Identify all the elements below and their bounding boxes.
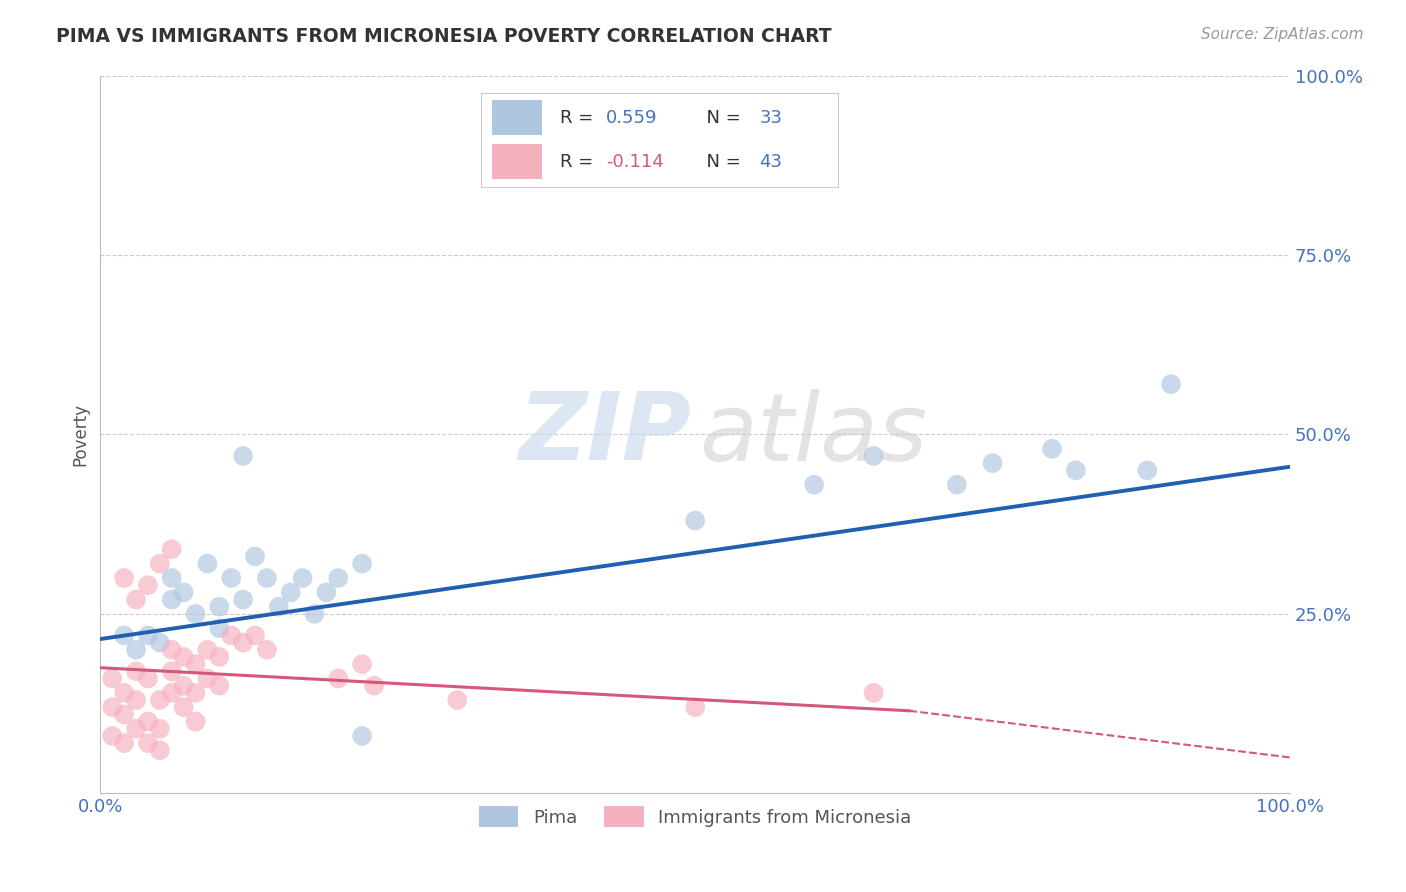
Point xyxy=(160,571,183,585)
Point xyxy=(149,635,172,649)
Point xyxy=(862,686,884,700)
Point xyxy=(946,477,969,491)
Point xyxy=(328,672,350,686)
Point xyxy=(280,585,302,599)
Text: PIMA VS IMMIGRANTS FROM MICRONESIA POVERTY CORRELATION CHART: PIMA VS IMMIGRANTS FROM MICRONESIA POVER… xyxy=(56,27,832,45)
Text: atlas: atlas xyxy=(699,389,927,480)
Point xyxy=(683,700,706,714)
Point xyxy=(125,592,148,607)
Point xyxy=(315,585,337,599)
Point xyxy=(149,557,172,571)
Y-axis label: Poverty: Poverty xyxy=(72,403,89,466)
Point xyxy=(267,599,290,614)
Point xyxy=(328,571,350,585)
Point xyxy=(136,578,159,592)
Point xyxy=(232,592,254,607)
Point xyxy=(136,672,159,686)
Point xyxy=(352,657,374,672)
Point xyxy=(125,642,148,657)
Point xyxy=(219,628,242,642)
Point xyxy=(208,650,231,665)
Point xyxy=(446,693,468,707)
Point xyxy=(363,679,385,693)
Legend: Pima, Immigrants from Micronesia: Pima, Immigrants from Micronesia xyxy=(471,799,920,835)
Point xyxy=(352,557,374,571)
Point xyxy=(803,477,825,491)
Point xyxy=(173,585,195,599)
Point xyxy=(149,693,172,707)
Point xyxy=(208,621,231,635)
Point xyxy=(1064,463,1087,477)
Point xyxy=(125,665,148,679)
Point xyxy=(136,714,159,729)
Point xyxy=(160,542,183,557)
Point xyxy=(160,592,183,607)
Point xyxy=(1040,442,1063,456)
Point xyxy=(101,700,124,714)
Point xyxy=(112,736,135,750)
Point xyxy=(136,628,159,642)
Point xyxy=(125,722,148,736)
Point xyxy=(160,642,183,657)
Point xyxy=(1136,463,1159,477)
Point xyxy=(256,642,278,657)
Point xyxy=(352,729,374,743)
Point xyxy=(197,642,219,657)
Point xyxy=(160,665,183,679)
Point xyxy=(862,449,884,463)
Point xyxy=(112,686,135,700)
Text: Source: ZipAtlas.com: Source: ZipAtlas.com xyxy=(1201,27,1364,42)
Point xyxy=(184,686,207,700)
Point xyxy=(101,672,124,686)
Point xyxy=(981,456,1004,470)
Point xyxy=(208,599,231,614)
Point xyxy=(112,628,135,642)
Point xyxy=(197,672,219,686)
Point xyxy=(243,549,266,564)
Point xyxy=(256,571,278,585)
Point xyxy=(219,571,242,585)
Point xyxy=(184,657,207,672)
Point xyxy=(173,679,195,693)
Point xyxy=(112,571,135,585)
Point xyxy=(304,607,326,621)
Point xyxy=(232,449,254,463)
Point xyxy=(683,514,706,528)
Point xyxy=(243,628,266,642)
Point xyxy=(173,650,195,665)
Point xyxy=(1160,377,1182,392)
Point xyxy=(125,693,148,707)
Point xyxy=(149,722,172,736)
Point xyxy=(101,729,124,743)
Point xyxy=(184,607,207,621)
Point xyxy=(136,736,159,750)
Point xyxy=(197,557,219,571)
Text: ZIP: ZIP xyxy=(519,388,692,481)
Point xyxy=(149,743,172,757)
Point xyxy=(173,700,195,714)
Point xyxy=(208,679,231,693)
Point xyxy=(232,635,254,649)
Point xyxy=(184,714,207,729)
Point xyxy=(112,707,135,722)
Point xyxy=(160,686,183,700)
Point xyxy=(291,571,314,585)
